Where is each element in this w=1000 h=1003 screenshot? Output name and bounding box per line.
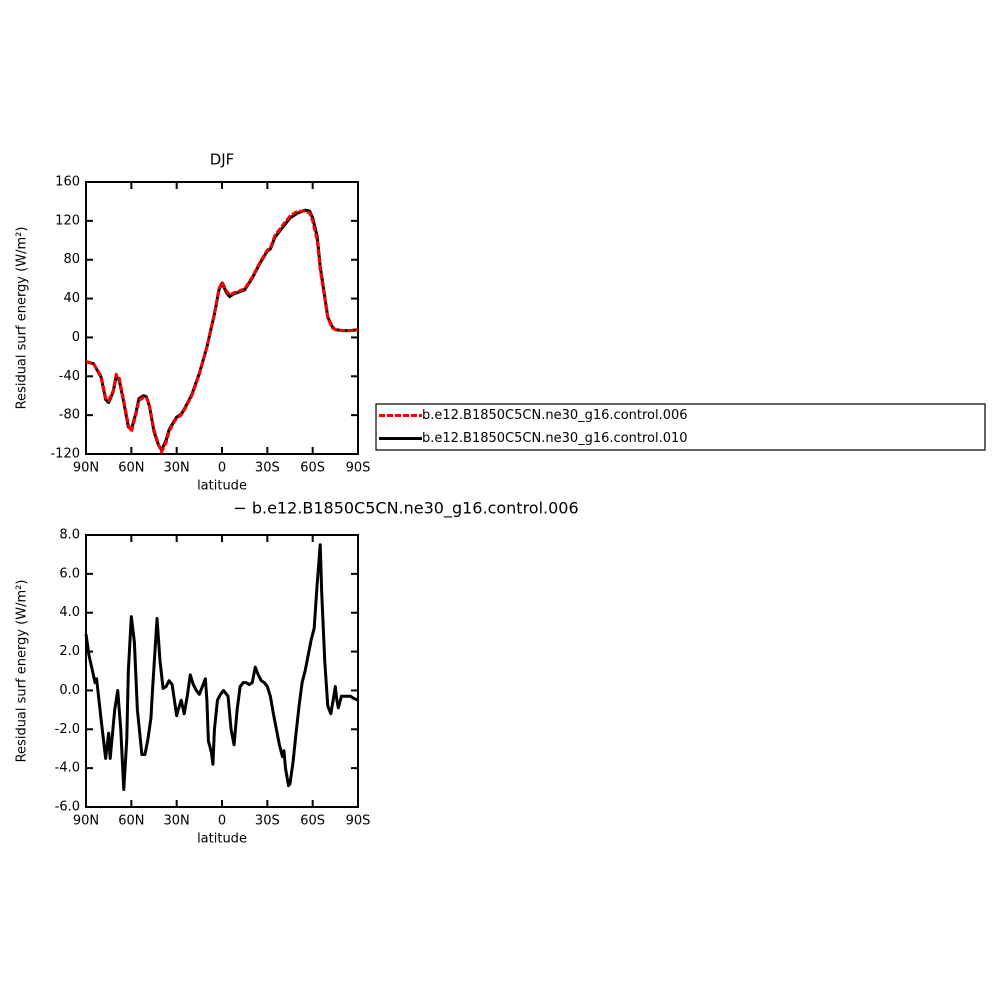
y-axis-label: Residual surf energy (W/m²) [15, 580, 30, 763]
y-tick-label: -2.0 [55, 722, 80, 737]
x-tick-label: 30N [164, 461, 190, 476]
y-axis-label: Residual surf energy (W/m²) [15, 227, 30, 410]
x-tick-label: 90S [346, 814, 371, 829]
chart-title: − b.e12.B1850C5CN.ne30_g16.control.006 [233, 499, 578, 519]
y-tick-label: 120 [55, 213, 80, 228]
y-tick-label: -80 [59, 408, 80, 423]
x-tick-label: 0 [218, 461, 226, 476]
x-tick-label: 30S [255, 814, 280, 829]
legend-label: b.e12.B1850C5CN.ne30_g16.control.006 [422, 408, 688, 423]
y-tick-label: 80 [63, 252, 80, 267]
y-tick-label: -40 [59, 369, 80, 384]
data-line [84, 543, 359, 792]
legend-label: b.e12.B1850C5CN.ne30_g16.control.010 [422, 431, 688, 446]
data-line [85, 209, 359, 454]
y-tick-label: 4.0 [59, 605, 80, 620]
y-tick-label: 160 [55, 175, 80, 190]
x-tick-label: 60N [118, 814, 144, 829]
x-tick-label: 90S [346, 461, 371, 476]
chart-title: DJF [210, 151, 235, 169]
x-tick-label: 60S [300, 461, 325, 476]
x-tick-label: 30N [164, 814, 190, 829]
y-tick-label: -6.0 [55, 800, 80, 815]
x-tick-label: 0 [218, 814, 226, 829]
y-tick-label: -120 [50, 447, 80, 462]
x-tick-label: 90N [73, 461, 99, 476]
y-tick-label: 0 [72, 330, 80, 345]
y-tick-label: 2.0 [59, 644, 80, 659]
y-tick-label: 6.0 [59, 566, 80, 581]
legend-box [375, 403, 986, 451]
x-axis-label: latitude [197, 479, 247, 494]
y-tick-label: -4.0 [55, 761, 80, 776]
x-tick-label: 90N [73, 814, 99, 829]
y-tick-label: 0.0 [59, 683, 80, 698]
y-tick-label: 40 [63, 291, 80, 306]
x-tick-label: 30S [255, 461, 280, 476]
x-axis-label: latitude [197, 832, 247, 847]
x-tick-label: 60S [300, 814, 325, 829]
y-tick-label: 8.0 [59, 528, 80, 543]
x-tick-label: 60N [118, 461, 144, 476]
